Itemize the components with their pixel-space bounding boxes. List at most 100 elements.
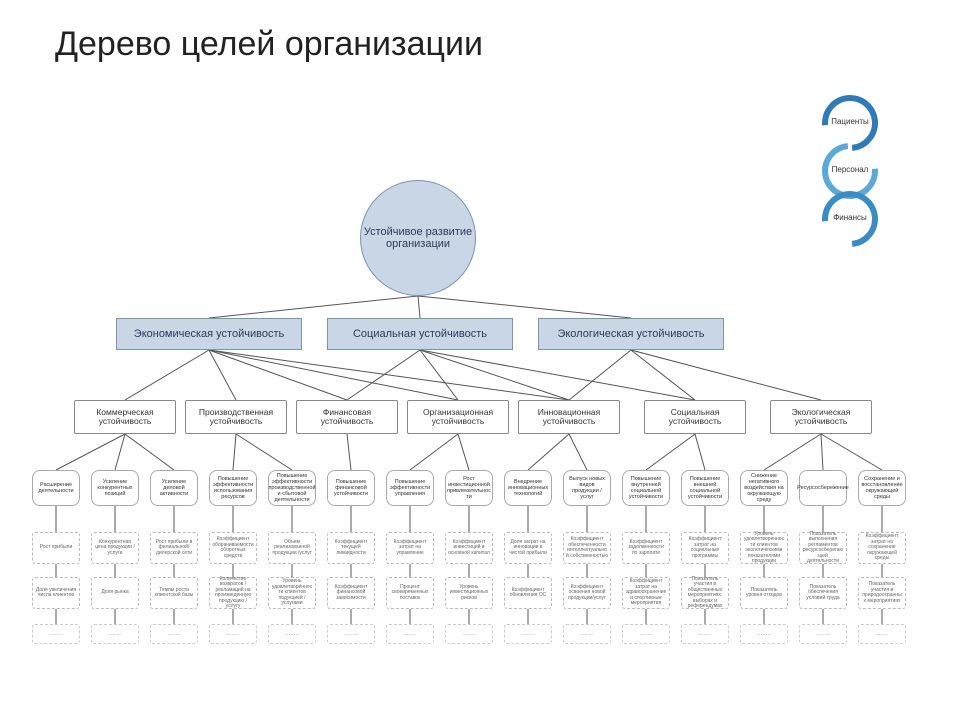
l5-node-2-label: Рост прибыли в филиальной/ дилерской сет… (153, 540, 195, 557)
l7-node-4: ........ (268, 624, 316, 644)
l4-node-0: Расширение деятельности (32, 470, 80, 506)
l6-node-7-label: Уровень инвестиционных рисков (448, 585, 490, 602)
l4-node-14-label: Сохранение и восстановление окружающей с… (861, 476, 903, 500)
l3-node-3: Организационная устойчивость (407, 400, 509, 434)
l6-node-6-label: Процент своевременных поставок (389, 585, 431, 602)
l5-node-7-label: Коэффициент инвестиций в основной капита… (448, 540, 490, 557)
l5-node-1: Конкурентная цена продукции / услуги (91, 532, 139, 564)
l7-node-12: ........ (740, 624, 788, 644)
l5-node-10: Коэффициент задолженности по зарплате (622, 532, 670, 564)
l4-node-1: Усиление конкурентных позиций (91, 470, 139, 506)
l5-node-8: Доля затрат на инновации в чистой прибыл… (504, 532, 552, 564)
l7-node-0-label: ........ (49, 631, 62, 638)
l3-node-6-label: Экологическая устойчивость (773, 408, 869, 427)
l2-node-0-label: Экономическая устойчивость (134, 328, 284, 340)
cycle-diagram: Пациенты Персонал Финансы (770, 95, 930, 255)
root-label: Устойчивое развитие организации (363, 226, 473, 250)
l4-node-7: Рост инвестиционной привлекательнос ти (445, 470, 493, 506)
l4-node-12-label: Снижение негативного воздействия на окру… (743, 473, 785, 503)
l5-node-8-label: Доля затрат на инновации в чистой прибыл… (507, 540, 549, 557)
l6-node-0: Доля увеличения числа клиентов (32, 577, 80, 609)
l6-node-11-label: Показатель участия в общественных меропр… (684, 577, 726, 610)
l7-node-8: ........ (504, 624, 552, 644)
l2-node-2-label: Экологическая устойчивость (557, 328, 704, 340)
cycle-label-patients: Пациенты (822, 117, 878, 126)
l5-node-12: Уровень удовлетвореннос ти клиентов экол… (740, 532, 788, 564)
l6-node-12: Показатель уровня отходов (740, 577, 788, 609)
l7-node-0: ........ (32, 624, 80, 644)
l2-node-0: Экономическая устойчивость (116, 318, 302, 350)
l5-node-0: Рост прибыли (32, 532, 80, 564)
l3-node-0-label: Коммерческая устойчивость (77, 408, 173, 427)
l5-node-5-label: Коэффициент текущей ликвидности (330, 540, 372, 557)
l6-node-2-label: Темпы роста клиентской базы (153, 588, 195, 599)
l5-node-9: Коэффициент обеспеченности интеллектуаль… (563, 532, 611, 564)
l7-node-12-label: ........ (757, 631, 770, 638)
l7-node-13-label: ........ (816, 631, 829, 638)
root-node: Устойчивое развитие организации (360, 180, 476, 296)
l6-node-12-label: Показатель уровня отходов (743, 588, 785, 599)
l7-node-7-label: ........ (462, 631, 475, 638)
l7-node-4-label: ........ (285, 631, 298, 638)
l7-node-1: ........ (91, 624, 139, 644)
page-title: Дерево целей организации (55, 25, 483, 64)
l4-node-12: Снижение негативного воздействия на окру… (740, 470, 788, 506)
l4-node-5-label: Повышение финансовой устойчивости (330, 479, 372, 497)
l5-node-11-label: Коэффициент затрат на социальные програм… (684, 537, 726, 559)
l7-node-2: ........ (150, 624, 198, 644)
cycle-label-finance: Финансы (822, 213, 878, 222)
l4-node-11: Повышение внешней социальной устойчивост… (681, 470, 729, 506)
l5-node-5: Коэффициент текущей ликвидности (327, 532, 375, 564)
l6-node-7: Уровень инвестиционных рисков (445, 577, 493, 609)
l4-node-2-label: Усиление деловой активности (153, 479, 195, 497)
l4-node-14: Сохранение и восстановление окружающей с… (858, 470, 906, 506)
cycle-label-personnel: Персонал (822, 165, 878, 174)
l7-node-3: ........ (209, 624, 257, 644)
l7-node-10: ........ (622, 624, 670, 644)
l4-node-4-label: Повышение эффективности производственной… (268, 473, 315, 503)
l3-node-0: Коммерческая устойчивость (74, 400, 176, 434)
l6-node-14-label: Показатель участия в природоохранны х ме… (861, 582, 903, 604)
l4-node-11-label: Повышение внешней социальной устойчивост… (684, 476, 726, 500)
l5-node-14-label: Коэффициент затрат на сохранение окружаю… (861, 534, 903, 562)
l7-node-1-label: ........ (108, 631, 121, 638)
l3-node-4: Инновационная устойчивость (518, 400, 620, 434)
l5-node-4-label: Объем реализованной продукции /услуг (271, 540, 313, 557)
l6-node-1: Доля рынка (91, 577, 139, 609)
l3-node-2: Финансовая устойчивость (296, 400, 398, 434)
l2-node-2: Экологическая устойчивость (538, 318, 724, 350)
l3-node-1: Производственная устойчивость (185, 400, 287, 434)
l7-node-5: ........ (327, 624, 375, 644)
l7-node-13: ........ (799, 624, 847, 644)
l5-node-1-label: Конкурентная цена продукции / услуги (94, 540, 136, 557)
l5-node-3: Коэффициент оборачиваемости оборотных ср… (209, 532, 257, 564)
l4-node-1-label: Усиление конкурентных позиций (94, 479, 136, 497)
l4-node-7-label: Рост инвестиционной привлекательнос ти (447, 476, 491, 500)
l5-node-7: Коэффициент инвестиций в основной капита… (445, 532, 493, 564)
l3-node-1-label: Производственная устойчивость (188, 408, 284, 427)
l4-node-8-label: Внедрение инновационных технологий (507, 479, 549, 497)
l7-node-14: ........ (858, 624, 906, 644)
l4-node-3-label: Повышение эффективности использования ре… (212, 476, 254, 500)
l3-node-5: Социальная устойчивость (644, 400, 746, 434)
l7-node-9: ........ (563, 624, 611, 644)
l2-node-1: Социальная устойчивость (327, 318, 513, 350)
l6-node-1-label: Доля рынка (101, 590, 128, 596)
l6-node-4-label: Уровень удовлетворённос ти клиентов поду… (271, 579, 313, 607)
l6-node-8-label: Коэффициент обновления ОС (507, 588, 549, 599)
l6-node-11: Показатель участия в общественных меропр… (681, 577, 729, 609)
l3-node-2-label: Финансовая устойчивость (299, 408, 395, 427)
l4-node-5: Повышение финансовой устойчивости (327, 470, 375, 506)
l7-node-5-label: ........ (344, 631, 357, 638)
l5-node-4: Объем реализованной продукции /услуг (268, 532, 316, 564)
l3-node-4-label: Инновационная устойчивость (521, 408, 617, 427)
l7-node-9-label: ........ (580, 631, 593, 638)
l6-node-5: Коэффициент финансовой зависимости (327, 577, 375, 609)
l7-node-6: ........ (386, 624, 434, 644)
l6-node-9: Коэффициент освоения новой продукции/усл… (563, 577, 611, 609)
l5-node-11: Коэффициент затрат на социальные програм… (681, 532, 729, 564)
l4-node-8: Внедрение инновационных технологий (504, 470, 552, 506)
l4-node-13-label: Ресурсосбережение (797, 485, 849, 491)
l6-node-8: Коэффициент обновления ОС (504, 577, 552, 609)
l6-node-13-label: Показатель обеспечения условий труда (802, 585, 844, 602)
